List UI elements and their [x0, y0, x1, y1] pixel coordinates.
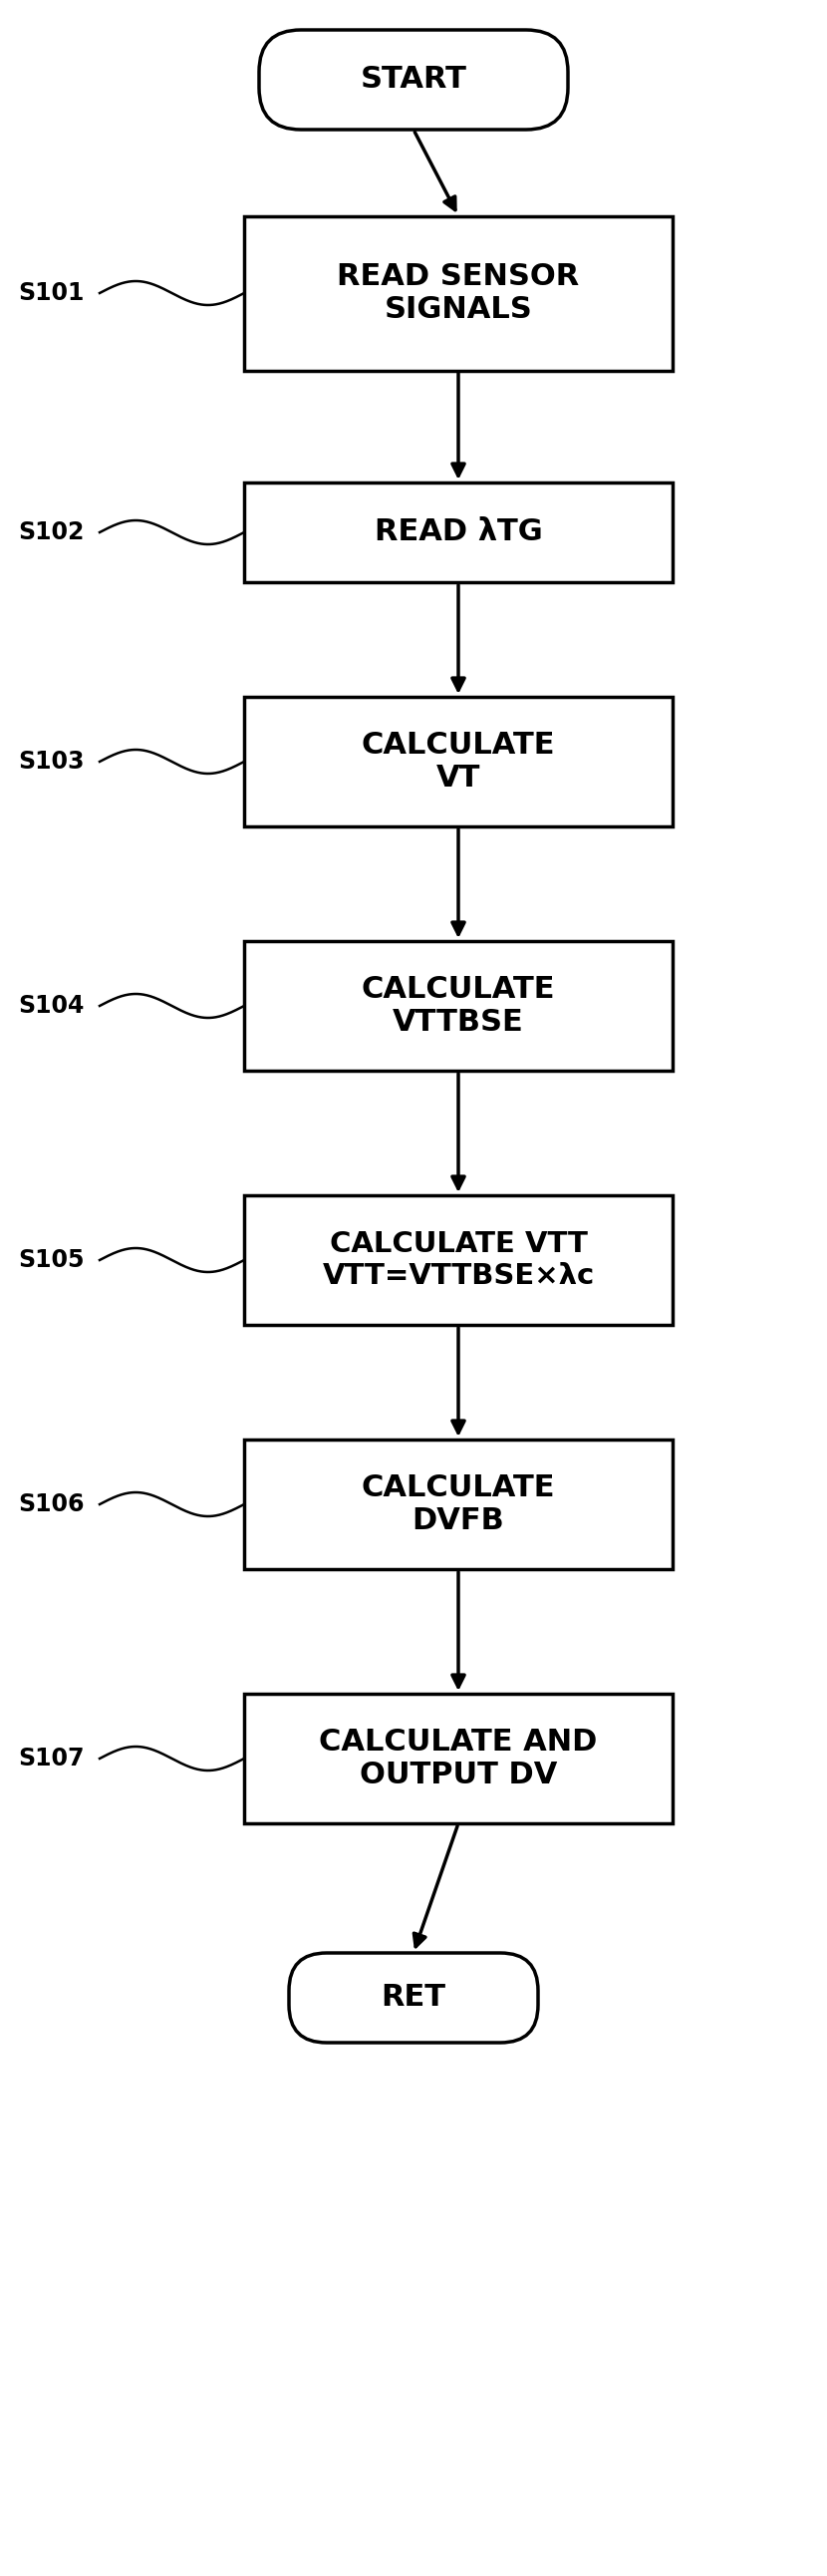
- Text: S101: S101: [18, 281, 84, 304]
- Text: S106: S106: [18, 1492, 84, 1517]
- Bar: [244, 1195, 672, 1324]
- Text: RET: RET: [381, 1984, 446, 2012]
- Bar: [244, 1440, 672, 1569]
- Bar: [244, 1695, 672, 1824]
- Bar: [244, 216, 672, 371]
- Text: CALCULATE
VTTBSE: CALCULATE VTTBSE: [361, 974, 555, 1038]
- Text: CALCULATE
VT: CALCULATE VT: [361, 732, 555, 793]
- Text: S105: S105: [18, 1249, 84, 1273]
- FancyBboxPatch shape: [289, 1953, 538, 2043]
- Text: S102: S102: [18, 520, 84, 544]
- Text: S103: S103: [18, 750, 84, 773]
- Text: CALCULATE
DVFB: CALCULATE DVFB: [361, 1473, 555, 1535]
- Text: READ SENSOR
SIGNALS: READ SENSOR SIGNALS: [337, 263, 580, 325]
- Text: START: START: [361, 64, 466, 95]
- Text: READ λTG: READ λTG: [375, 518, 543, 546]
- Bar: [244, 698, 672, 827]
- Text: S104: S104: [18, 994, 84, 1018]
- Text: S107: S107: [18, 1747, 84, 1770]
- Text: CALCULATE VTT
VTT=VTTBSE×λc: CALCULATE VTT VTT=VTTBSE×λc: [323, 1229, 595, 1291]
- FancyBboxPatch shape: [259, 31, 568, 129]
- Text: CALCULATE AND
OUTPUT DV: CALCULATE AND OUTPUT DV: [319, 1728, 598, 1790]
- Bar: [244, 482, 672, 582]
- Bar: [244, 940, 672, 1072]
